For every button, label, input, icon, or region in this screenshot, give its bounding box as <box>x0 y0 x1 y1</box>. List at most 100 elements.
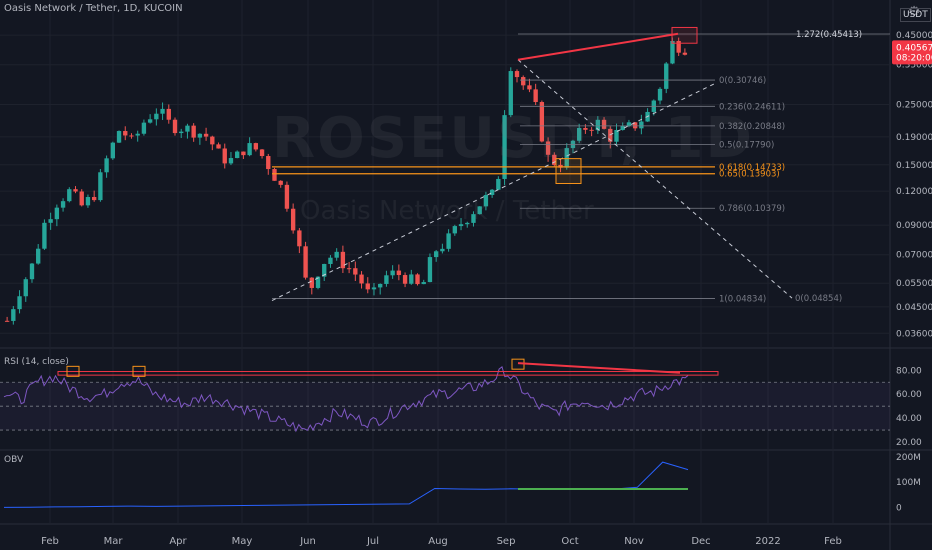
candle-body <box>620 125 625 130</box>
rsi-tick-label: 80.00 <box>896 366 922 376</box>
candle-body <box>272 169 277 181</box>
candle-body <box>73 189 78 192</box>
last-price-value: 0.40567 <box>896 43 932 53</box>
candle-body <box>23 279 28 297</box>
candle-body <box>166 108 171 120</box>
rsi-tick-label: 20.00 <box>896 438 922 448</box>
candle-body <box>527 85 532 90</box>
rsi-resistance-box <box>57 371 719 376</box>
divergence-trendline <box>517 32 679 61</box>
candle-body <box>141 122 147 134</box>
candle-body <box>676 40 681 53</box>
x-tick-label: 2022 <box>755 536 780 547</box>
candle-body <box>4 320 10 322</box>
candle-body <box>427 257 433 283</box>
candle-body <box>54 207 60 220</box>
fib-level-label: 0(0.30746) <box>719 76 766 86</box>
x-tick-label: Aug <box>428 536 448 547</box>
candle-body <box>104 158 109 173</box>
fib-level-label: 0.786(0.10379) <box>719 204 785 214</box>
watermark-symbol: ROSEUSDT, 1D <box>272 106 755 171</box>
price-tick-label: 0.03600 <box>896 329 932 339</box>
x-tick-label: Jul <box>366 536 379 547</box>
candle-body <box>365 283 370 290</box>
candle-body <box>328 257 333 264</box>
price-tick-label: 0.12000 <box>896 187 932 197</box>
fib-level-label: 1(0.04834) <box>719 294 766 304</box>
candle-body <box>632 122 638 129</box>
candle-body <box>371 287 377 290</box>
x-tick-label: Apr <box>169 536 187 547</box>
x-tick-label: Nov <box>624 536 644 547</box>
candle-body <box>60 201 66 208</box>
candle-body <box>123 131 128 136</box>
candle-body <box>639 121 644 129</box>
candle-body <box>191 125 196 138</box>
fib-level-label: 0(0.04854) <box>795 294 842 304</box>
candle-body <box>552 154 557 165</box>
candle-body <box>79 191 84 206</box>
candle-body <box>353 268 358 275</box>
candle-body <box>471 214 476 223</box>
candle-body <box>496 178 501 190</box>
candle-body <box>235 151 240 159</box>
candle-body <box>228 158 234 164</box>
candle-body <box>129 135 134 137</box>
candle-body <box>322 263 327 277</box>
x-tick-label: Feb <box>824 536 842 547</box>
candle-body <box>346 268 352 270</box>
candle-body <box>290 208 296 231</box>
price-tick-label: 0.15000 <box>896 161 932 171</box>
candle-body <box>614 129 619 142</box>
candle-body <box>465 222 470 225</box>
candle-body <box>259 149 265 157</box>
candle-body <box>147 119 153 123</box>
candle-body <box>116 131 122 143</box>
candle-body <box>210 136 215 145</box>
candle-body <box>452 226 457 234</box>
candle-body <box>664 63 669 89</box>
candle-body <box>539 102 545 142</box>
candle-body <box>458 224 464 227</box>
candle-body <box>433 251 439 258</box>
x-tick-label: Mar <box>104 536 124 547</box>
candle-body <box>48 219 53 223</box>
rsi-peak-marker <box>66 365 80 377</box>
highlight-box <box>555 158 582 184</box>
candle-body <box>29 263 35 280</box>
fib-level-label: 0.236(0.24611) <box>719 102 785 112</box>
candle-body <box>564 148 569 168</box>
currency-label[interactable]: USDT <box>900 8 931 22</box>
symbol-title[interactable]: Oasis Network / Tether, 1D, KUCOIN <box>4 3 183 14</box>
candle-body <box>67 189 72 202</box>
x-tick-label: Dec <box>691 536 710 547</box>
candle-body <box>315 276 321 288</box>
rsi-divergence-line <box>517 362 681 374</box>
highlight-box <box>671 26 698 44</box>
x-tick-label: Jun <box>299 536 316 547</box>
candle-body <box>309 277 314 288</box>
price-tick-label: 0.09000 <box>896 221 932 231</box>
candle-body <box>160 108 165 114</box>
rsi-line <box>3 365 689 433</box>
fib-level-label: 0.618(0.14733) <box>719 163 785 173</box>
candle-body <box>359 274 364 284</box>
candle-body <box>135 133 140 136</box>
candle-body <box>446 233 451 249</box>
candle-body <box>514 71 520 78</box>
rsi-title: RSI (14, close) <box>4 357 69 367</box>
obv-title: OBV <box>4 455 24 465</box>
candle-body <box>91 197 97 201</box>
candle-body <box>508 71 513 116</box>
candle-body <box>521 77 526 86</box>
candle-body <box>595 119 601 131</box>
candle-body <box>440 248 445 252</box>
candle-body <box>477 206 482 215</box>
candle-body <box>396 270 402 276</box>
candle-body <box>502 115 507 179</box>
rsi-tick-label: 60.00 <box>896 390 922 400</box>
price-tick-label: 0.45000 <box>896 31 932 41</box>
candle-body <box>266 156 271 170</box>
fib-level-label: 0.5(0.17790) <box>719 141 774 151</box>
